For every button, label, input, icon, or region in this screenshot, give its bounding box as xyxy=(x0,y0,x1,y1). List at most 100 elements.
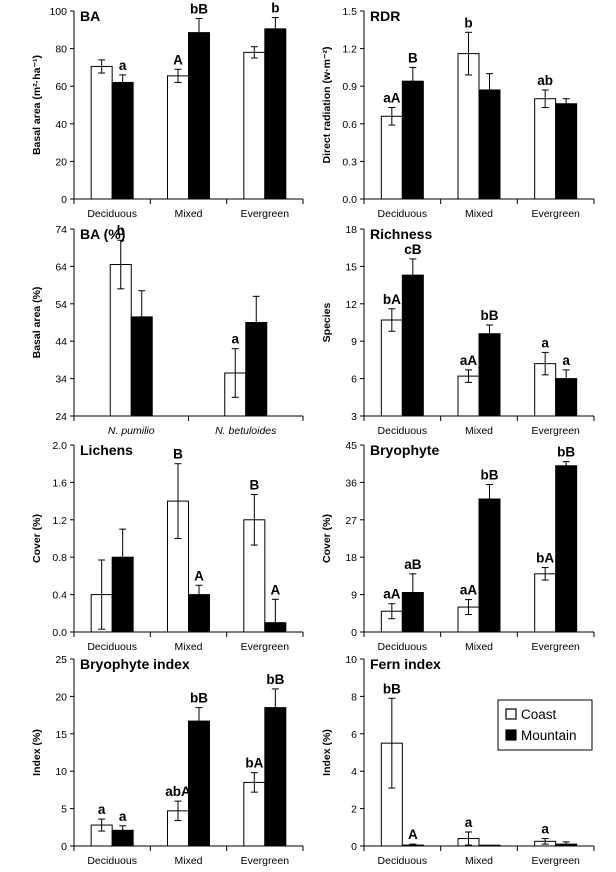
y-tick-label: 0.0 xyxy=(52,627,67,639)
bar-mountain xyxy=(401,80,424,200)
significance-label: bB xyxy=(481,308,499,323)
bar-mountain xyxy=(478,498,501,633)
panel-title: Fern index xyxy=(370,656,441,672)
panel-title: BA xyxy=(80,8,100,24)
y-tick-label: 44 xyxy=(55,336,67,348)
bar-mountain xyxy=(264,707,287,847)
significance-label: B xyxy=(408,50,418,65)
y-tick-label: 2 xyxy=(351,804,357,816)
y-axis-label: Index (%) xyxy=(31,729,43,776)
y-tick-label: 9 xyxy=(351,590,357,602)
significance-label: b xyxy=(117,223,125,238)
y-tick-label: 6 xyxy=(351,374,357,386)
y-tick-label: 18 xyxy=(345,224,357,236)
panel-title: Bryophyte xyxy=(370,442,439,458)
bar-coast xyxy=(380,319,403,417)
y-tick-label: 0 xyxy=(61,841,67,853)
y-tick-label: 15 xyxy=(345,261,357,273)
panel-title: Bryophyte index xyxy=(80,656,190,672)
bar-coast xyxy=(457,53,480,200)
chart-panel-6: 0 9 18 27 36 45 Deciduous Mixed Evergreen Cover (… xyxy=(321,440,595,653)
chart-panel-4: 3 6 9 12 15 18 Deciduous Mixed Evergreen Species R… xyxy=(321,224,595,437)
y-axis-label: Index (%) xyxy=(321,729,333,776)
significance-label: bB xyxy=(190,691,208,706)
significance-label: ab xyxy=(537,73,553,88)
bar-mountain xyxy=(188,32,210,200)
y-tick-label: 0.6 xyxy=(342,119,357,131)
significance-label: B xyxy=(173,447,183,462)
y-tick-label: 100 xyxy=(49,6,67,18)
significance-label: aA xyxy=(460,583,478,598)
x-tick-label: Evergreen xyxy=(531,641,580,653)
x-tick-label: Evergreen xyxy=(241,208,290,220)
bar-mountain xyxy=(478,333,501,417)
significance-label: a xyxy=(98,802,106,817)
y-tick-label: 36 xyxy=(345,477,357,489)
significance-label: a xyxy=(119,809,127,824)
bar-coast xyxy=(380,115,403,200)
legend-swatch-mountain xyxy=(505,729,517,741)
significance-label: a xyxy=(541,822,549,837)
x-tick-label: Mixed xyxy=(465,208,493,220)
y-tick-label: 80 xyxy=(55,44,67,56)
x-tick-label: Deciduous xyxy=(87,641,137,653)
y-tick-label: 0 xyxy=(351,841,357,853)
y-tick-label: 34 xyxy=(55,374,67,386)
x-tick-label: Evergreen xyxy=(241,641,290,653)
y-tick-label: 0.0 xyxy=(342,194,357,206)
y-tick-label: 74 xyxy=(55,224,67,236)
bar-coast xyxy=(90,65,113,200)
x-tick-label: Evergreen xyxy=(241,855,290,867)
panel-title: BA (%) xyxy=(80,226,125,242)
bar-mountain xyxy=(555,465,578,633)
y-tick-label: 20 xyxy=(55,156,67,168)
x-tick-label: Deciduous xyxy=(378,855,428,867)
chart-panel-1: 0 20 40 60 80 100 Deciduous Mixed Evergreen Basal… xyxy=(31,1,304,220)
significance-label: cB xyxy=(404,242,422,257)
bar-coast xyxy=(243,51,266,200)
y-tick-label: 9 xyxy=(351,336,357,348)
y-axis-label: Basal area (%) xyxy=(31,287,43,359)
y-tick-label: 54 xyxy=(55,299,67,311)
y-tick-label: 6 xyxy=(351,729,357,741)
bar-mountain xyxy=(188,720,210,847)
bar-coast xyxy=(167,75,189,200)
significance-label: bB xyxy=(266,672,284,687)
y-tick-label: 25 xyxy=(55,654,67,666)
y-tick-label: 0.8 xyxy=(52,552,67,564)
bar-mountain xyxy=(401,274,424,417)
significance-label: a xyxy=(562,353,570,368)
panel-title: Lichens xyxy=(80,442,133,458)
bar-mountain xyxy=(555,103,578,200)
x-tick-label: Deciduous xyxy=(378,425,428,437)
y-tick-label: 15 xyxy=(55,729,67,741)
legend-swatch-coast xyxy=(505,708,517,720)
x-tick-label: Deciduous xyxy=(378,208,428,220)
y-tick-label: 24 xyxy=(55,411,67,423)
chart-panel-3: 24 34 44 54 64 74 N. pumilio N. betuloides Basal… xyxy=(31,223,304,437)
significance-label: bB xyxy=(557,445,575,460)
x-tick-label: Deciduous xyxy=(378,641,428,653)
y-tick-label: 1.2 xyxy=(342,44,357,56)
significance-label: bA xyxy=(245,756,263,771)
x-tick-label: Evergreen xyxy=(531,855,580,867)
bar-coast xyxy=(534,573,557,633)
x-tick-label: Deciduous xyxy=(87,855,137,867)
y-tick-label: 60 xyxy=(55,81,67,93)
significance-label: abA xyxy=(165,784,191,799)
significance-label: aB xyxy=(404,557,422,572)
bar-mountain xyxy=(264,28,287,200)
y-axis-label: Species xyxy=(321,302,333,342)
y-tick-label: 1.6 xyxy=(52,477,67,489)
x-tick-label: Deciduous xyxy=(87,208,137,220)
chart-panel-2: 0.0 0.3 0.6 0.9 1.2 1.5 Deciduous Mixed Evergree… xyxy=(321,6,595,220)
y-tick-label: 0.4 xyxy=(52,590,67,602)
panel-title: Richness xyxy=(370,226,432,242)
significance-label: aA xyxy=(383,587,401,602)
significance-label: a xyxy=(119,58,127,73)
y-tick-label: 40 xyxy=(55,119,67,131)
significance-label: A xyxy=(173,52,183,67)
y-tick-label: 1.2 xyxy=(52,515,67,527)
y-tick-label: 2.0 xyxy=(52,440,67,452)
